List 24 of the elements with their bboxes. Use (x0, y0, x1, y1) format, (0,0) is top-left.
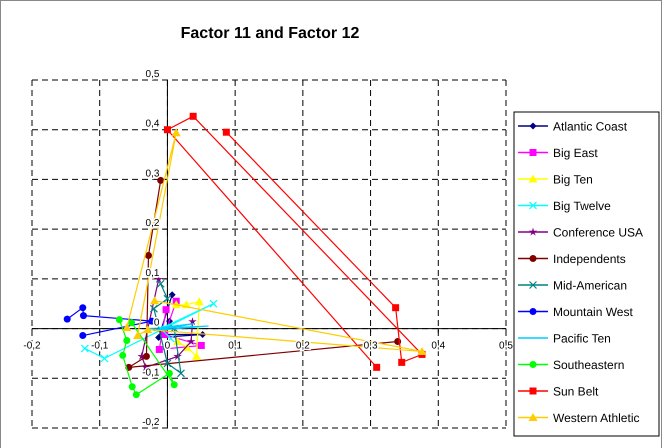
legend-label: Big East (553, 146, 598, 160)
y-tick-label: -0,1 (142, 367, 160, 378)
x-tick-label: -0,2 (23, 340, 42, 352)
y-tick-label: 0,5 (146, 69, 160, 80)
x-tick-label: 0,2 (296, 340, 310, 352)
legend-label: Sun Belt (553, 384, 600, 398)
legend-label: Conference USA (553, 226, 644, 240)
legend-label: Southeastern (553, 358, 624, 372)
y-tick-label: 0,4 (146, 118, 160, 130)
legend-label: Pacific Ten (553, 332, 611, 346)
chart-title: Factor 11 and Factor 12 (180, 25, 360, 42)
legend-label: Atlantic Coast (553, 120, 628, 134)
legend-label: Big Twelve (553, 199, 612, 213)
x-tick-label: 0,1 (228, 340, 243, 352)
y-tick-label: -0,2 (142, 417, 160, 428)
y-tick-label: 0,3 (146, 168, 160, 180)
legend-label: Independents (553, 252, 626, 266)
legend-label: Mid-American (553, 278, 628, 292)
x-tick-label: 0,4 (431, 340, 446, 352)
x-tick-label: 0,5 (499, 340, 514, 352)
x-tick-label: -0,1 (91, 340, 109, 352)
legend-label: Western Athletic (553, 411, 640, 425)
legend-label: Big Ten (553, 172, 593, 186)
legend-label: Mountain West (553, 305, 634, 319)
